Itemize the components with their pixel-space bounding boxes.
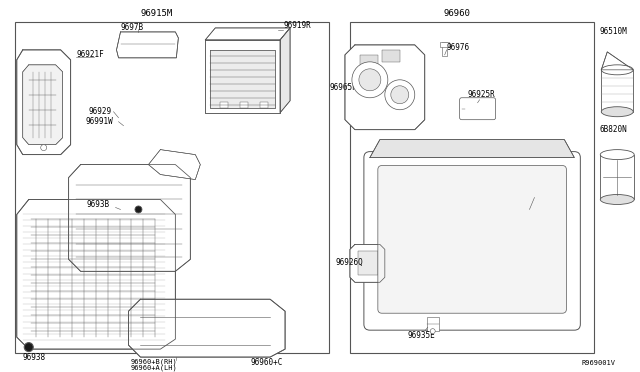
- Polygon shape: [205, 40, 280, 113]
- Circle shape: [41, 145, 47, 151]
- Bar: [382, 50, 400, 62]
- Polygon shape: [280, 28, 290, 113]
- Text: 96960: 96960: [444, 9, 470, 19]
- Circle shape: [430, 329, 435, 334]
- Polygon shape: [148, 150, 200, 180]
- Text: 96929: 96929: [88, 107, 112, 116]
- Bar: [220, 102, 228, 108]
- Text: 96965P: 96965P: [330, 83, 358, 92]
- Text: R969001V: R969001V: [581, 360, 615, 366]
- Circle shape: [359, 69, 381, 91]
- Bar: [427, 317, 438, 331]
- Bar: [358, 251, 378, 275]
- Bar: [442, 42, 447, 56]
- Polygon shape: [17, 50, 70, 155]
- Bar: [15, 22, 329, 353]
- Circle shape: [391, 86, 409, 104]
- Circle shape: [352, 62, 388, 98]
- Ellipse shape: [600, 195, 634, 205]
- Text: 96960+A(LH): 96960+A(LH): [131, 365, 177, 371]
- Text: 96915M: 96915M: [141, 9, 173, 19]
- Polygon shape: [17, 199, 175, 349]
- Polygon shape: [211, 50, 275, 108]
- Text: 96930M: 96930M: [534, 190, 562, 199]
- Polygon shape: [602, 52, 633, 70]
- Text: 9697B: 9697B: [120, 23, 143, 32]
- Text: 96960+C: 96960+C: [250, 357, 282, 366]
- Bar: [350, 22, 595, 353]
- Circle shape: [135, 206, 142, 213]
- Bar: [360, 55, 378, 67]
- Circle shape: [24, 343, 33, 352]
- Ellipse shape: [600, 150, 634, 160]
- Polygon shape: [23, 65, 63, 145]
- Bar: [260, 102, 268, 108]
- Text: 96921F: 96921F: [77, 50, 104, 60]
- Polygon shape: [345, 45, 425, 130]
- Polygon shape: [205, 28, 290, 40]
- Text: 96960+B(RH): 96960+B(RH): [131, 359, 177, 365]
- Text: 96935E: 96935E: [408, 331, 436, 340]
- Bar: [440, 42, 449, 47]
- Polygon shape: [129, 299, 285, 357]
- Ellipse shape: [602, 65, 633, 75]
- Polygon shape: [68, 164, 190, 271]
- Ellipse shape: [602, 107, 633, 117]
- Text: 96976: 96976: [447, 44, 470, 52]
- Text: 96925R: 96925R: [468, 90, 495, 99]
- Text: 9693B: 9693B: [86, 200, 109, 209]
- FancyBboxPatch shape: [378, 166, 566, 313]
- Polygon shape: [370, 140, 574, 158]
- FancyBboxPatch shape: [460, 98, 495, 120]
- Text: 96991W: 96991W: [86, 117, 113, 126]
- FancyBboxPatch shape: [364, 152, 580, 330]
- Text: 96919R: 96919R: [283, 22, 311, 31]
- Bar: [240, 102, 248, 108]
- Text: 96510M: 96510M: [599, 28, 627, 36]
- Text: 96938: 96938: [23, 353, 46, 362]
- Circle shape: [385, 80, 415, 110]
- Text: 6B820N: 6B820N: [599, 125, 627, 134]
- Polygon shape: [350, 244, 385, 282]
- Polygon shape: [116, 32, 179, 58]
- Text: 96926Q: 96926Q: [336, 258, 364, 267]
